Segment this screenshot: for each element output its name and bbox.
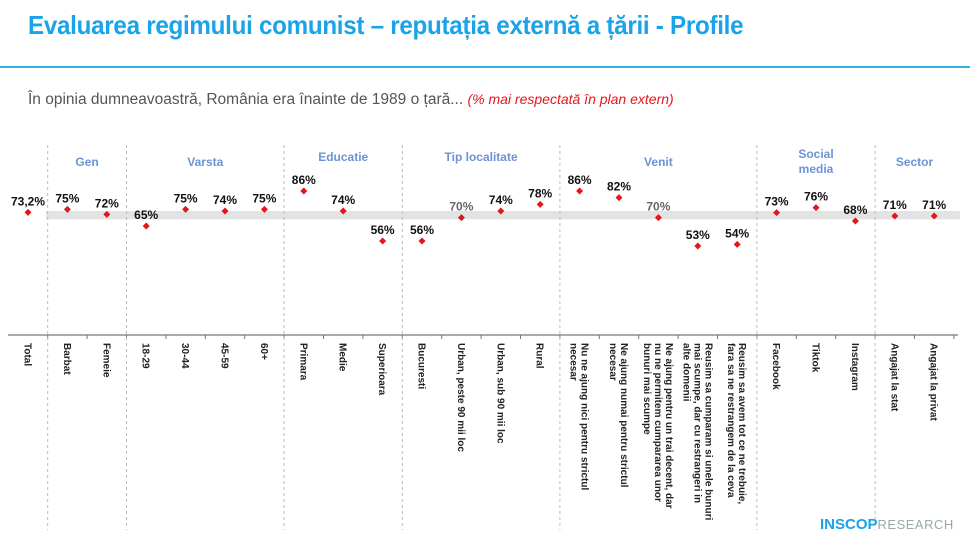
group-label: Varsta bbox=[187, 155, 223, 169]
data-label: 71% bbox=[883, 198, 907, 212]
data-label: 74% bbox=[213, 193, 237, 207]
category-label: Barbat bbox=[61, 343, 72, 375]
reference-band bbox=[46, 211, 960, 220]
data-point bbox=[142, 222, 150, 230]
question-note: (% mai respectată în plan extern) bbox=[467, 91, 674, 107]
data-label: 72% bbox=[95, 196, 119, 210]
data-label: 86% bbox=[568, 173, 592, 187]
data-label: 65% bbox=[134, 208, 158, 222]
group-label: Venit bbox=[644, 155, 673, 169]
data-label: 75% bbox=[252, 191, 276, 205]
data-label: 82% bbox=[607, 180, 631, 194]
data-point bbox=[576, 187, 584, 195]
data-label: 68% bbox=[843, 203, 867, 217]
category-label: Instagram bbox=[849, 343, 860, 391]
data-label: 73,2% bbox=[11, 194, 45, 208]
data-point bbox=[891, 212, 899, 220]
data-point bbox=[300, 187, 308, 195]
category-label: Angajat la privat bbox=[928, 343, 939, 421]
category-label: Urban, peste 90 mii loc bbox=[455, 343, 466, 452]
category-label: Facebook bbox=[770, 343, 781, 390]
data-point bbox=[182, 205, 190, 213]
group-label: Gen bbox=[75, 155, 98, 169]
category-label: Ne ajung numai pentru strictulnecesar bbox=[607, 343, 629, 488]
group-label: Tip localitate bbox=[445, 150, 518, 164]
data-label: 56% bbox=[371, 223, 395, 237]
data-point bbox=[536, 200, 544, 208]
category-label: Medie bbox=[337, 343, 348, 372]
data-point bbox=[63, 205, 71, 213]
logo-brand: INSCOP bbox=[820, 516, 878, 533]
category-label: Nu ne ajung nici pentru strictulnecesar bbox=[568, 343, 590, 490]
page-title: Evaluarea regimului comunist – reputația… bbox=[28, 10, 744, 40]
category-label: Femeie bbox=[100, 343, 111, 378]
category-label: Reusim sa cumparam si unele bunurimai sc… bbox=[680, 343, 713, 520]
data-label: 53% bbox=[686, 228, 710, 242]
data-point bbox=[379, 237, 387, 245]
category-label: Superioara bbox=[376, 343, 387, 396]
category-label: Ne ajung pentru un trai decent, darnu ne… bbox=[641, 343, 674, 509]
data-point bbox=[339, 207, 347, 215]
category-label: 60+ bbox=[258, 343, 269, 360]
data-label: 70% bbox=[449, 200, 473, 214]
data-point bbox=[930, 212, 938, 220]
data-point bbox=[615, 194, 623, 202]
category-label: Angajat la stat bbox=[888, 343, 899, 412]
data-point bbox=[418, 237, 426, 245]
category-label: Bucuresti bbox=[416, 343, 427, 389]
data-point bbox=[773, 209, 781, 217]
group-label: Sector bbox=[896, 155, 934, 169]
category-label: Reusim sa avem tot ce ne trebuie,fara sa… bbox=[725, 343, 747, 504]
data-label: 56% bbox=[410, 223, 434, 237]
chart-subtitle: În opinia dumneavoastră, România era îna… bbox=[28, 91, 674, 109]
data-point bbox=[221, 207, 229, 215]
data-point bbox=[812, 204, 820, 212]
data-point bbox=[851, 217, 859, 225]
category-label: 30-44 bbox=[179, 343, 190, 369]
data-point bbox=[694, 242, 702, 250]
data-label: 78% bbox=[528, 186, 552, 200]
data-point bbox=[497, 207, 505, 215]
category-label: Total bbox=[22, 343, 33, 366]
category-label: Tiktok bbox=[810, 343, 821, 373]
data-label: 76% bbox=[804, 190, 828, 204]
data-label: 75% bbox=[55, 191, 79, 205]
category-label: 45-59 bbox=[219, 343, 230, 369]
question-text: În opinia dumneavoastră, România era îna… bbox=[28, 91, 464, 108]
data-point bbox=[654, 214, 662, 222]
category-label: Urban, sub 90 mii loc bbox=[494, 343, 505, 444]
data-label: 75% bbox=[174, 191, 198, 205]
data-point bbox=[24, 208, 32, 216]
data-label: 70% bbox=[646, 200, 670, 214]
category-label: Rural bbox=[534, 343, 545, 369]
data-point bbox=[457, 214, 465, 222]
data-point bbox=[103, 210, 111, 218]
group-label: Social media bbox=[798, 147, 833, 176]
data-point bbox=[733, 240, 741, 248]
inscop-logo: INSCOPRESEARCH bbox=[820, 516, 954, 533]
data-point bbox=[260, 205, 268, 213]
data-label: 73% bbox=[765, 195, 789, 209]
group-label: Educatie bbox=[318, 150, 368, 164]
title-divider bbox=[0, 66, 970, 68]
data-label: 74% bbox=[331, 193, 355, 207]
logo-suffix: RESEARCH bbox=[877, 517, 954, 532]
category-label: Primara bbox=[297, 343, 308, 381]
data-label: 71% bbox=[922, 198, 946, 212]
data-label: 54% bbox=[725, 226, 749, 240]
data-label: 74% bbox=[489, 193, 513, 207]
data-label: 86% bbox=[292, 173, 316, 187]
category-label: 18-29 bbox=[140, 343, 151, 369]
